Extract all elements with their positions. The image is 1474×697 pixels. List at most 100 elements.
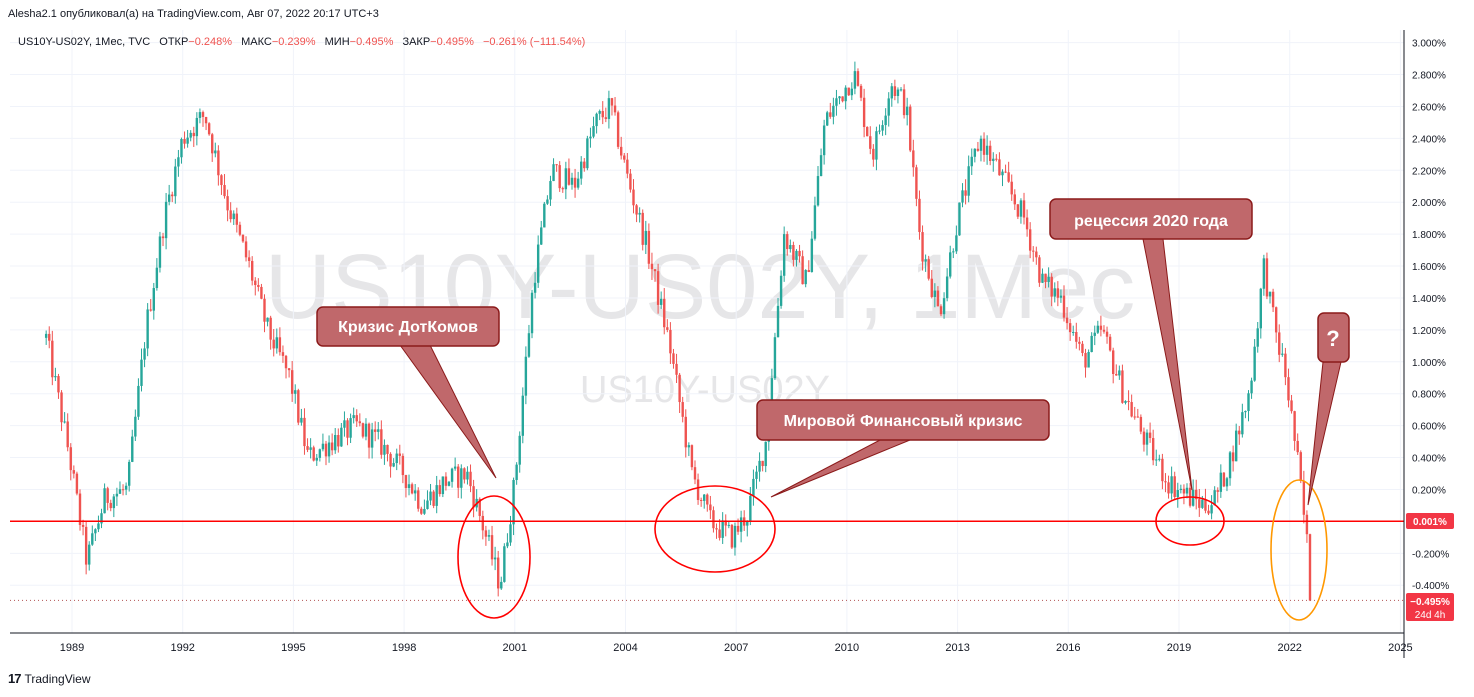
candle-body: [300, 417, 303, 423]
candle-body: [1290, 400, 1293, 412]
candle-body: [66, 421, 69, 448]
candle-body: [297, 390, 300, 423]
x-tick-label: 2016: [1056, 642, 1080, 654]
candle-body: [493, 557, 497, 560]
candle-body: [290, 370, 294, 394]
candle-body: [1299, 452, 1302, 481]
candle-body: [902, 89, 906, 116]
candle-body: [127, 461, 131, 486]
y-axis[interactable]: 3.000% 2.800% 2.600% 2.400% 2.200% 2.000% 1.80…: [1412, 39, 1449, 593]
candle-body: [663, 298, 666, 328]
candle-body: [453, 466, 457, 469]
candle-body: [54, 376, 57, 378]
circle-gfc: [654, 485, 776, 573]
candle-body: [352, 415, 355, 419]
candle-body: [284, 355, 288, 369]
candle-body: [232, 213, 235, 220]
candle-body: [478, 498, 481, 516]
candle-body: [1241, 412, 1244, 435]
candle-body: [223, 185, 226, 197]
candle-body: [955, 235, 958, 252]
candle-body: [315, 457, 318, 461]
candle-body: [386, 444, 389, 454]
candle-body: [1118, 370, 1121, 376]
candle-body: [272, 339, 275, 349]
candle-body: [1081, 343, 1084, 353]
candle-body: [810, 238, 814, 272]
candle-body: [186, 137, 189, 144]
candle-body: [94, 529, 97, 534]
candle-body: [709, 504, 712, 511]
candle-body: [1262, 258, 1266, 289]
candle-body: [862, 97, 866, 128]
candle-body: [995, 158, 998, 160]
candle-body: [364, 423, 368, 437]
candle-body: [472, 486, 475, 508]
candle-body: [927, 259, 930, 279]
candle-body: [546, 199, 549, 204]
candle-body: [44, 333, 48, 338]
candle-body: [896, 89, 900, 96]
candle-body: [343, 420, 346, 428]
candle-body: [1038, 257, 1041, 283]
x-axis[interactable]: 1989 1992 1995 1998 2001 2004 2007 2010 2013 2016…: [60, 642, 1413, 654]
candle-body: [257, 285, 260, 287]
candle-body: [838, 96, 841, 99]
candle-body: [380, 429, 383, 455]
candle-body: [361, 423, 365, 437]
legend-symbol: US10Y-US02Y, 1Мес, TVC: [18, 36, 150, 48]
candle-body: [564, 168, 568, 190]
candle-body: [844, 87, 847, 102]
legend-change: −0.261% (−111.54%): [483, 36, 585, 48]
candle-body: [1062, 295, 1066, 318]
candle-body: [706, 494, 709, 505]
candle-body: [88, 544, 91, 565]
candle-body: [1075, 331, 1078, 342]
x-tick-label: 2007: [724, 642, 748, 654]
candle-body: [226, 196, 229, 211]
candle-body: [466, 471, 469, 480]
candle-body: [595, 113, 598, 127]
candle-body: [887, 98, 890, 116]
candle-body: [152, 288, 155, 311]
candle-body: [1247, 393, 1250, 412]
candle-body: [1198, 499, 1201, 508]
candle-body: [1185, 487, 1189, 494]
candle-body: [192, 132, 195, 137]
y-tick-label: 2.200%: [1412, 166, 1446, 177]
x-tick-label: 1989: [60, 642, 84, 654]
candle-body: [1099, 325, 1103, 330]
candle-body: [773, 337, 777, 379]
candle-body: [764, 441, 767, 467]
tradingview-logo-icon[interactable]: 17: [8, 671, 22, 686]
candle-body: [841, 96, 844, 102]
candle-body: [859, 85, 863, 98]
candle-body: [1087, 352, 1090, 368]
callout-2020: рецессия 2020 года: [1074, 213, 1228, 230]
candle-body: [509, 524, 512, 543]
candle-body: [930, 278, 933, 297]
candle-body: [632, 189, 635, 206]
candle-body: [392, 463, 395, 467]
candle-body: [822, 125, 826, 156]
candle-body: [377, 429, 380, 432]
candle-body: [407, 484, 411, 489]
legend-high-value: −0.239%: [272, 36, 316, 48]
zero-badge-value: 0.001%: [1413, 517, 1447, 528]
pointer-gfc: [770, 439, 911, 498]
footer-brand[interactable]: TradingView: [24, 671, 91, 686]
candle-body: [124, 485, 128, 490]
candle-body: [644, 230, 647, 245]
candle-body: [254, 280, 257, 286]
candle-body: [189, 132, 192, 138]
candle-body: [174, 166, 177, 197]
last-badge: −0.495% 24d 4h: [1406, 593, 1454, 621]
x-tick-label: 2010: [835, 642, 859, 654]
candle-body: [850, 88, 854, 96]
candle-body: [109, 502, 112, 509]
candle-body: [263, 298, 266, 322]
candle-body: [48, 333, 51, 341]
candle-body: [718, 529, 721, 538]
candle-body: [715, 528, 718, 530]
